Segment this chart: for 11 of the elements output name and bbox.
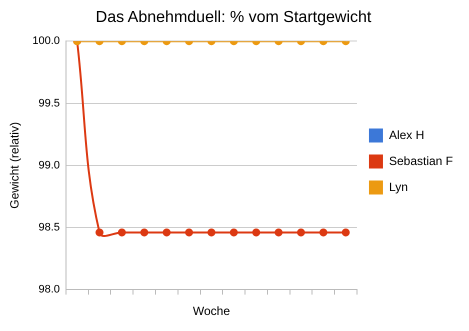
chart-title: Das Abnehmduell: % vom Startgewicht (96, 9, 372, 26)
y-tick-label: 98.5 (38, 222, 60, 234)
x-axis-title: Woche (192, 304, 230, 318)
legend-label: Sebastian F (388, 154, 454, 168)
y-tick-label: 99.5 (38, 97, 60, 110)
y-axis-title: Gewicht (relativ) (8, 122, 22, 209)
legend-label: Alex H (388, 128, 424, 142)
legend-label: Lyn (388, 180, 408, 194)
y-tick-label: 99.0 (38, 159, 60, 172)
y-tick-label: 100.0 (32, 35, 60, 48)
y-tick-label: 98.0 (38, 284, 60, 296)
